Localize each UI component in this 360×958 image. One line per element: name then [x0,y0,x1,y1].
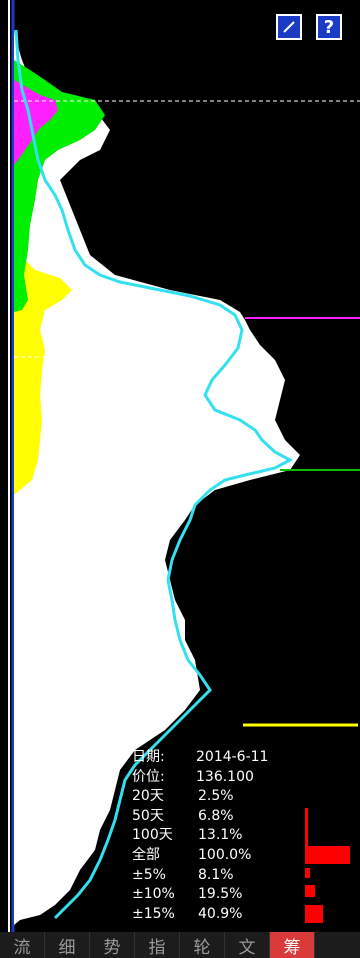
chip-distribution-chart [8,0,360,932]
tab-trend[interactable]: 势 [90,932,135,958]
stat-row-20d: 20天 2.5% [132,787,357,807]
concentration-bars [305,808,350,923]
date-value: 2014-6-11 [196,749,269,765]
bottom-tab-bar: 流 细 势 指 轮 文 筹 [0,932,360,958]
stat-row-5pct: ±5% 8.1% [132,866,357,886]
stat-value: 13.1% [198,827,243,844]
date-row: 日期: 2014-6-11 [132,748,357,768]
stat-label: 全部 [132,846,160,863]
chip-profile-white [14,30,300,925]
stat-label: ±10% [132,886,175,903]
stat-label: 20天 [132,788,164,805]
stat-value: 6.8% [198,807,234,824]
stat-row-all: 全部 100.0% [132,846,357,866]
price-label: 价位: [132,768,165,785]
chip-stats-panel: 日期: 2014-6-11 价位: 136.100 20天 2.5% 50天 6… [132,748,357,924]
dashed-guide-lines [14,100,360,358]
date-label: 日期: [132,749,165,765]
average-cost-line [14,29,294,920]
edit-icon[interactable] [276,14,302,40]
tab-indicator[interactable]: 指 [135,932,180,958]
tab-chips[interactable]: 筹 [270,932,315,958]
tab-flow[interactable]: 流 [0,932,45,958]
stat-value: 40.9% [198,905,243,922]
price-value: 136.100 [196,768,254,785]
chip-profile-yellow [14,250,72,495]
help-icon: ? [323,16,335,38]
level-markers [243,317,360,727]
stat-row-10pct: ±10% 19.5% [132,885,357,905]
stat-row-100d: 100天 13.1% [132,826,357,846]
stat-label: ±5% [132,866,166,883]
tab-text[interactable]: 文 [225,932,270,958]
tab-rotation[interactable]: 轮 [180,932,225,958]
price-row: 价位: 136.100 [132,768,357,788]
stat-label: ±15% [132,905,175,922]
stat-row-50d: 50天 6.8% [132,807,357,827]
stat-value: 100.0% [198,846,252,863]
help-button[interactable]: ? [316,14,342,40]
stat-row-15pct: ±15% 40.9% [132,905,357,925]
stat-value: 19.5% [198,886,243,903]
stat-label: 50天 [132,807,164,824]
stat-label: 100天 [132,827,173,844]
tab-detail[interactable]: 细 [45,932,90,958]
stat-value: 2.5% [198,788,234,805]
stat-value: 8.1% [198,866,234,883]
